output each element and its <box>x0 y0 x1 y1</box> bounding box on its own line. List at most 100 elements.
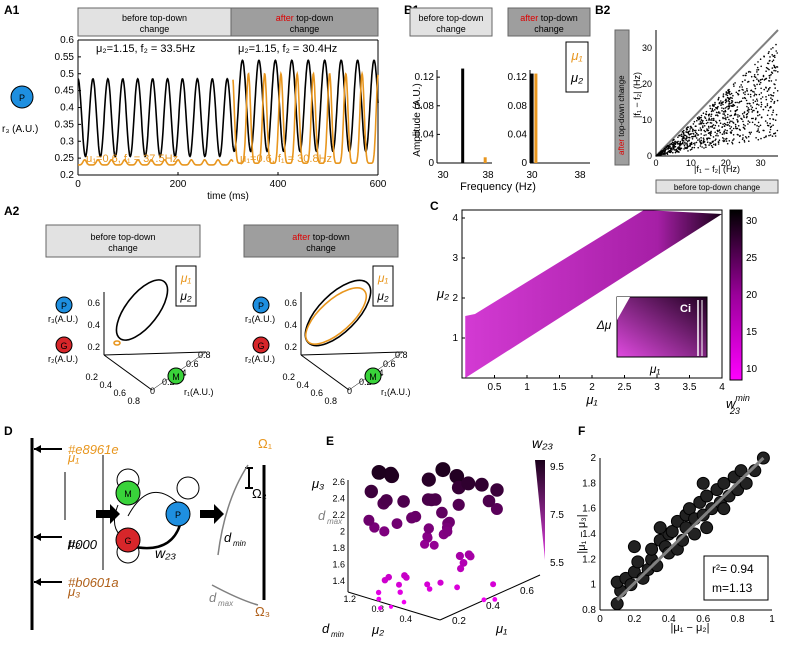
e-point <box>397 589 403 595</box>
e-xt: 0.4 <box>486 601 500 612</box>
b2-point <box>703 134 705 137</box>
b2-point <box>755 107 757 110</box>
f-point-22 <box>682 502 696 516</box>
b2-point <box>711 146 714 148</box>
b2-point <box>768 80 770 82</box>
b2-point <box>773 54 776 57</box>
b2-point <box>724 115 726 117</box>
b2-point <box>770 73 772 76</box>
e-point <box>424 581 431 588</box>
b2-point <box>715 134 717 137</box>
b2-point <box>751 106 754 109</box>
b2-point <box>766 62 769 65</box>
e-point <box>380 494 393 507</box>
a2-right-zt: 0.6 <box>284 298 297 308</box>
b2-point <box>728 118 730 121</box>
b2-point <box>666 152 668 154</box>
b2-point <box>680 143 682 146</box>
b2-point <box>689 128 691 130</box>
b2-point <box>775 50 777 52</box>
b2-point <box>746 88 748 90</box>
c-cb-label: 20 <box>746 290 758 301</box>
b2-point <box>760 65 762 68</box>
d-mu-label-1: #000 <box>68 537 98 552</box>
b2-point <box>771 98 774 101</box>
panel-label-E: E <box>326 434 334 448</box>
e-point <box>481 597 487 603</box>
b2-point <box>746 102 749 105</box>
b2-point <box>756 100 759 102</box>
b2-point <box>754 85 756 87</box>
b2-point <box>766 90 769 92</box>
d-dmax-sub: max <box>218 599 234 608</box>
b2-point <box>732 121 734 124</box>
b2-point <box>730 102 733 104</box>
b1-xt-l1: 38 <box>482 170 494 181</box>
b2-point <box>751 117 753 120</box>
a1-ytick-label: 0.35 <box>55 119 75 130</box>
b2-point <box>736 118 738 121</box>
b2-point <box>730 96 732 99</box>
b2-point <box>712 124 715 126</box>
a2-left-node-P <box>55 296 73 314</box>
b2-point <box>769 131 771 133</box>
e-yt: 1.2 <box>343 594 356 604</box>
b2-point <box>706 137 708 140</box>
b2-point <box>757 138 760 141</box>
b1-left-ytick-label: 0.08 <box>415 101 435 112</box>
b2-point <box>760 101 763 104</box>
b1-legend-mu1: μ₁ <box>570 48 582 63</box>
b2-point <box>745 99 748 102</box>
a2-left-node-M-letter: M <box>172 372 180 382</box>
e-zt: 1.6 <box>332 560 345 570</box>
b2-point <box>769 56 771 58</box>
b2-point <box>729 93 731 96</box>
b2-point <box>747 120 750 122</box>
b2-point <box>690 148 693 150</box>
b2-point <box>758 93 761 96</box>
b2-point <box>687 132 690 135</box>
a2-right-yt: 0.2 <box>282 372 295 382</box>
b2-point <box>695 129 697 132</box>
b2-point <box>750 131 752 134</box>
d-self-P <box>176 476 200 500</box>
a2-right-r2: r₂(A.U.) <box>245 354 275 364</box>
e-point <box>490 581 497 588</box>
e-ylabel: μ₂ <box>371 622 384 637</box>
b2-point <box>710 130 712 133</box>
b2-point <box>756 83 758 86</box>
b2-point <box>698 129 700 131</box>
b2-point <box>735 127 737 129</box>
e-point <box>423 523 434 534</box>
a1-xtick-label: 200 <box>170 179 187 190</box>
d-edge-MP <box>127 491 181 517</box>
b2-point <box>767 109 770 112</box>
b2-point <box>755 93 758 96</box>
b2-point <box>693 129 696 132</box>
a2-legend-box-0 <box>175 265 197 307</box>
b2-point <box>765 70 767 72</box>
b2-point <box>705 134 707 136</box>
e-point <box>429 540 439 550</box>
a2-left-xt: 0 <box>150 386 155 396</box>
b2-point <box>694 131 697 133</box>
b2-point <box>747 80 750 83</box>
b2-point <box>754 63 756 66</box>
b2-point <box>744 136 747 138</box>
f-xtick-label: 0.8 <box>731 614 745 625</box>
e-xt: 0.2 <box>452 616 466 627</box>
b1-xt-l0: 30 <box>437 170 449 181</box>
e-point <box>474 477 489 492</box>
b2-point <box>732 117 735 120</box>
b2-point <box>689 149 692 151</box>
b2-point <box>741 86 743 88</box>
b2-point <box>760 97 762 100</box>
b2-point <box>672 147 674 150</box>
b2-point <box>718 111 720 113</box>
b2-point <box>707 113 710 116</box>
c-ytick-label: 1 <box>452 333 458 344</box>
e-zt: 2.6 <box>332 477 345 487</box>
b2-ytick-label: 0 <box>647 151 652 161</box>
a1-series-2 <box>78 158 234 166</box>
f-r2: r²= 0.94 <box>712 562 754 576</box>
